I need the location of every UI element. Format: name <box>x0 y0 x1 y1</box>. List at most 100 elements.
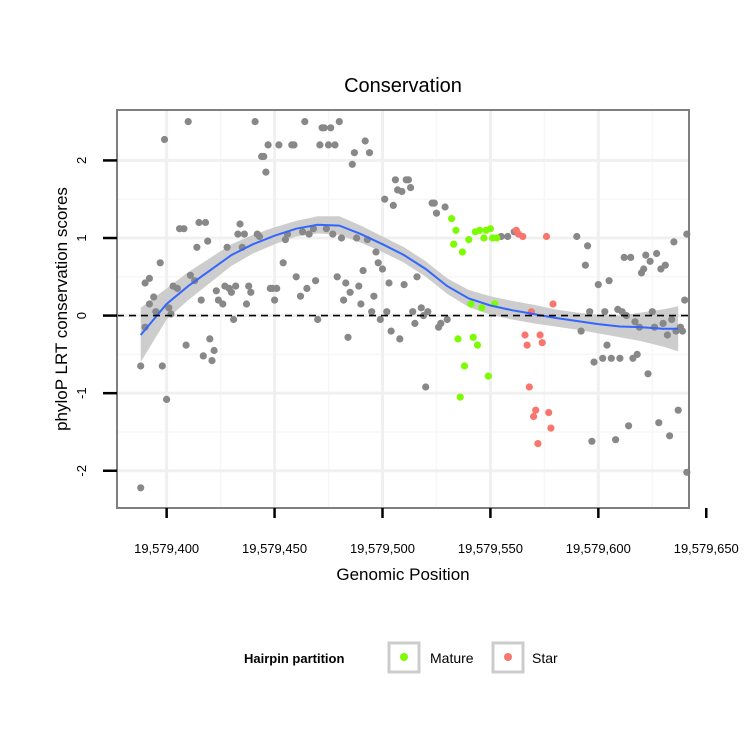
x-tick-label: 19,579,400 <box>134 541 199 556</box>
data-point-background <box>387 327 395 335</box>
data-point-background <box>681 296 689 304</box>
data-point-background <box>383 308 391 316</box>
data-point-background <box>368 308 376 316</box>
data-point-background <box>422 383 430 391</box>
legend-label-mature: Mature <box>430 650 474 666</box>
data-point-background <box>424 308 432 316</box>
y-axis-label: phyloP LRT conservation scores <box>52 187 71 431</box>
data-point-background <box>355 282 363 290</box>
data-point-background <box>631 318 639 326</box>
data-point-star <box>530 412 538 421</box>
data-point-star <box>536 331 544 339</box>
data-point-background <box>413 273 421 281</box>
data-point-background <box>223 243 231 251</box>
data-point-mature <box>478 304 486 312</box>
data-point-mature <box>469 333 477 341</box>
data-point-background <box>324 141 333 149</box>
y-tick-label: 0 <box>74 312 89 319</box>
y-tick-label: -1 <box>74 387 89 399</box>
data-point-background <box>620 253 628 261</box>
data-point-mature <box>454 335 462 343</box>
data-point-mature <box>480 234 488 242</box>
smooth-fit-line <box>139 223 679 336</box>
data-point-background <box>678 327 687 335</box>
data-point-background <box>417 304 425 312</box>
data-point-background <box>603 341 611 349</box>
data-point-background <box>674 406 682 414</box>
data-point-mature <box>473 341 482 349</box>
data-point-star <box>521 331 529 339</box>
data-point-background <box>296 292 305 300</box>
series-star <box>512 226 557 448</box>
data-point-background <box>264 141 272 149</box>
data-point-background <box>430 199 438 207</box>
data-point-background <box>137 484 145 492</box>
data-point-background <box>247 288 255 296</box>
data-point-background <box>607 354 615 362</box>
data-point-background <box>400 281 408 289</box>
data-point-mature <box>458 248 466 256</box>
data-point-background <box>616 354 624 362</box>
data-point-background <box>199 352 207 360</box>
chart-title: Conservation <box>344 75 462 97</box>
data-point-background <box>666 432 674 440</box>
data-point-background <box>594 281 602 289</box>
data-point-background <box>627 253 635 261</box>
legend-marker-mature <box>400 653 408 661</box>
x-tick-label: 19,579,450 <box>242 541 307 556</box>
data-point-mature <box>493 234 501 242</box>
data-point-background <box>279 259 287 267</box>
data-point-background <box>320 124 328 132</box>
x-tick-label: 19,579,600 <box>566 541 631 556</box>
x-axis: 19,579,400 19,579,450 19,579,500 19,579,550… <box>134 508 739 556</box>
data-point-background <box>625 422 633 430</box>
data-point-background <box>303 284 311 292</box>
data-point-background <box>242 300 251 308</box>
y-axis: -2 -1 0 1 2 <box>74 157 117 477</box>
data-point-background <box>670 238 678 246</box>
plot-border <box>116 109 690 509</box>
data-point-star <box>542 232 551 241</box>
data-point-star <box>547 424 555 432</box>
data-point-background <box>182 341 190 349</box>
data-point-background <box>432 209 441 217</box>
data-point-background <box>240 230 248 238</box>
x-axis-label: Genomic Position <box>336 565 469 584</box>
data-point-background <box>661 261 669 269</box>
data-point-background <box>251 118 259 126</box>
data-point-background <box>173 284 181 292</box>
data-point-background <box>646 257 654 265</box>
data-point-background <box>581 261 590 269</box>
data-point-background <box>353 234 361 242</box>
data-point-background <box>234 230 242 238</box>
data-point-background <box>150 293 158 301</box>
data-point-star <box>532 406 540 414</box>
data-point-background <box>653 249 661 258</box>
data-point-background <box>141 279 149 287</box>
data-point-background <box>197 296 205 304</box>
data-point-background <box>260 152 268 161</box>
data-point-mature <box>452 226 460 234</box>
data-point-background <box>273 284 281 292</box>
data-point-background <box>201 218 210 227</box>
data-point-background <box>305 230 313 238</box>
x-tick-label: 19,579,650 <box>674 541 739 556</box>
data-point-background <box>186 271 194 279</box>
data-point-background <box>407 184 415 192</box>
data-point-background <box>255 232 264 241</box>
data-point-background <box>322 225 330 233</box>
data-point-star <box>519 232 527 241</box>
data-point-background <box>204 237 212 245</box>
data-point-background <box>180 225 188 233</box>
data-point-background <box>184 118 192 126</box>
data-point-background <box>612 436 620 444</box>
data-point-mature <box>465 236 473 244</box>
legend-marker-star <box>504 653 512 661</box>
data-point-background <box>348 160 356 168</box>
data-point-background <box>314 315 322 324</box>
data-point-background <box>236 220 244 228</box>
data-point-background <box>573 232 581 241</box>
data-point-background <box>372 248 380 256</box>
data-point-background <box>327 124 335 132</box>
